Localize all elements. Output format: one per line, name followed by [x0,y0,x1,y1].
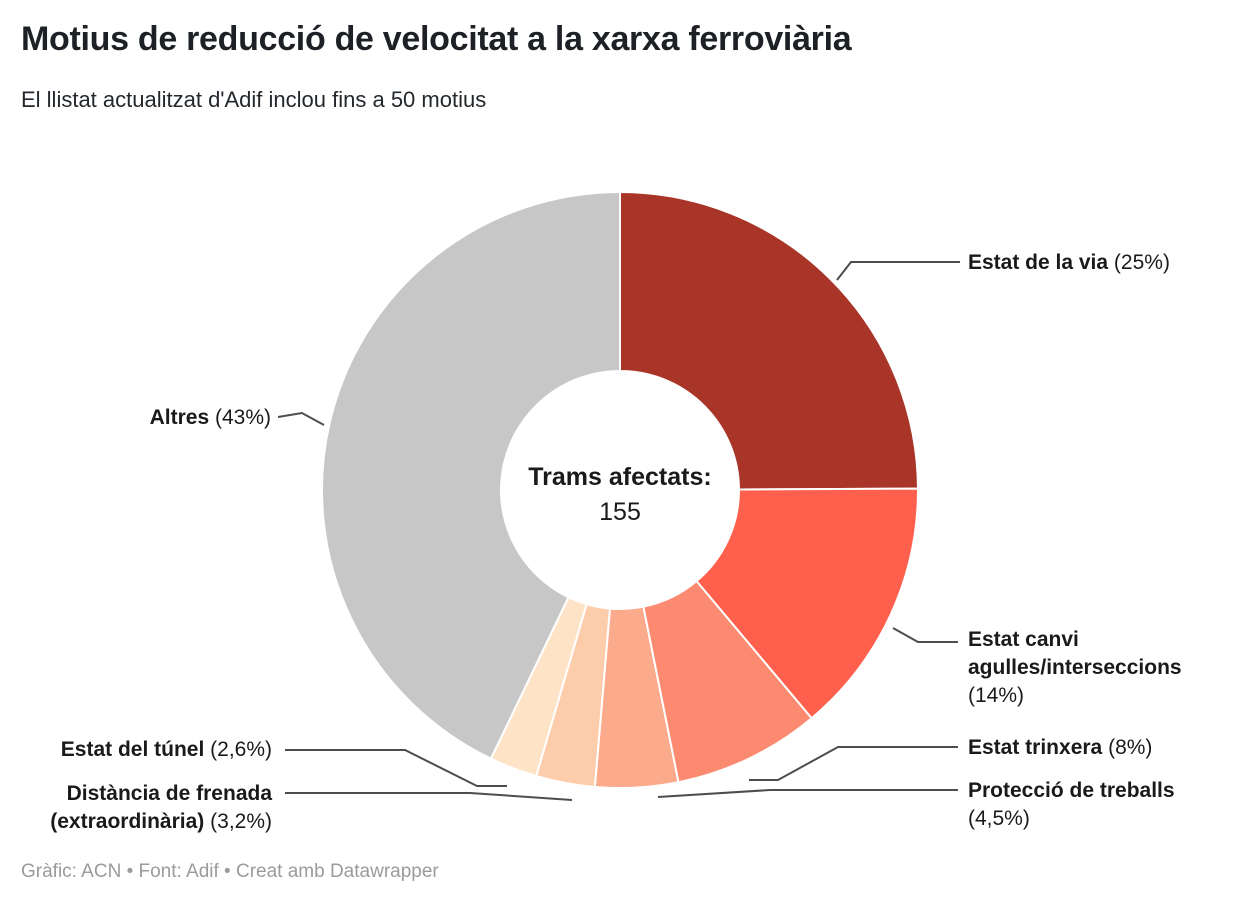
segment-label-pct: (8%) [1108,736,1153,759]
chart-title: Motius de reducció de velocitat a la xar… [21,20,852,58]
segment-label-estat-del-tunel: Estat del túnel (2,6%) [61,736,272,764]
segment-label-proteccio-de-treballs: Protecció de treballs (4,5%) [968,777,1216,833]
segment-label-pct: (3,2%) [210,810,272,833]
segment-label-pct: (4,5%) [968,807,1030,830]
segment-label-altres: Altres (43%) [150,404,271,432]
leader-line-estat-canvi-agulles [892,627,958,643]
segment-label-text: Estat canvi agulles/interseccions [968,628,1182,679]
segment-label-pct: (43%) [214,406,271,429]
segment-label-estat-trinxera: Estat trinxera (8%) [968,734,1152,762]
segment-label-text: Altres [149,406,210,429]
leader-line-estat-de-la-via [836,261,960,281]
slice-estat-canvi-agulles-interseccions[interactable] [695,487,919,720]
segment-label-pct: (14%) [968,684,1025,707]
center-label-text: Trams afectats: [528,463,712,491]
slice-altres[interactable] [321,191,621,760]
leader-line-altres [277,411,325,426]
segment-label-distancia-de-frenada: Distància de frenada (extraordinària) (3… [4,780,272,836]
chart-subtitle: El llistat actualitzat d'Adif inclou fin… [21,87,487,112]
center-label-value: 155 [599,498,641,526]
chart-footer: Gràfic: ACN • Font: Adif • Creat amb Dat… [21,861,439,882]
segment-label-text: Estat del túnel [60,738,205,761]
segment-label-pct: (2,6%) [210,738,272,761]
leader-line-estat-trinxera [749,746,958,781]
leader-line-distancia-de-frenada [285,792,573,801]
slice-estat-de-la-via[interactable] [619,191,919,491]
segment-label-pct: (25%) [1113,251,1170,274]
donut-center-label: Trams afectats: 155 [460,460,780,530]
leader-line-proteccio-de-treballs [657,789,958,798]
segment-label-text: Estat de la via [968,251,1109,274]
leader-line-estat-del-tunel [285,749,507,787]
segment-label-text: Distància de frenada (extraordinària) [50,782,272,833]
segment-label-text: Estat trinxera [968,736,1103,759]
segment-label-estat-canvi-agulles: Estat canvi agulles/interseccions (14%) [968,626,1220,710]
segment-label-text: Protecció de treballs [968,779,1175,802]
segment-label-estat-de-la-via: Estat de la via (25%) [968,249,1170,277]
